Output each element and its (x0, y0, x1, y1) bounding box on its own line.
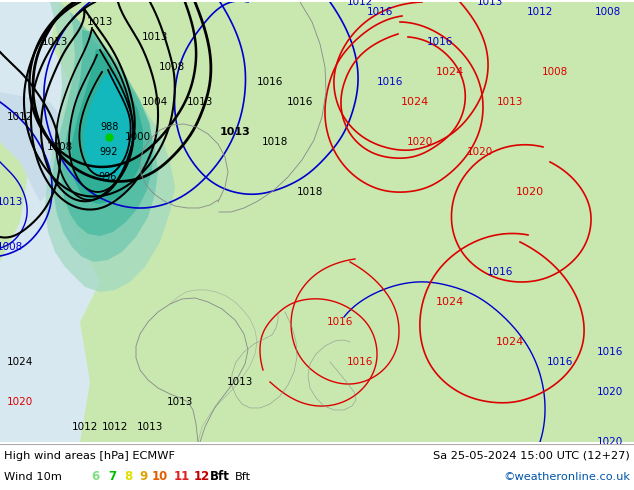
Text: 1012: 1012 (527, 7, 553, 17)
Text: 1008: 1008 (159, 62, 185, 72)
Text: 988: 988 (101, 122, 119, 132)
Text: 996: 996 (99, 172, 117, 182)
Text: 1013: 1013 (477, 0, 503, 7)
Polygon shape (0, 2, 100, 442)
Text: 1020: 1020 (597, 387, 623, 397)
Polygon shape (0, 2, 80, 202)
Text: 1024: 1024 (436, 67, 464, 77)
Text: 12: 12 (194, 470, 210, 484)
Text: ©weatheronline.co.uk: ©weatheronline.co.uk (503, 472, 630, 482)
Text: 1013: 1013 (0, 197, 23, 207)
Text: 1020: 1020 (516, 187, 544, 197)
Polygon shape (45, 2, 175, 292)
Text: 11: 11 (174, 470, 190, 484)
Text: 1012: 1012 (102, 422, 128, 432)
Text: 1004: 1004 (142, 97, 168, 107)
Text: 1024: 1024 (496, 337, 524, 347)
Text: 1012: 1012 (347, 0, 373, 7)
Text: High wind areas [hPa] ECMWF: High wind areas [hPa] ECMWF (4, 451, 175, 461)
Text: 1012: 1012 (7, 112, 33, 122)
Text: 1016: 1016 (547, 357, 573, 367)
Text: Sa 25-05-2024 15:00 UTC (12+27): Sa 25-05-2024 15:00 UTC (12+27) (433, 451, 630, 461)
Text: 1016: 1016 (367, 7, 393, 17)
Text: 8: 8 (124, 470, 132, 484)
Text: Bft: Bft (210, 470, 230, 484)
Text: 1016: 1016 (327, 317, 353, 327)
Text: 1012: 1012 (72, 422, 98, 432)
Text: 1008: 1008 (47, 142, 73, 152)
Text: 1016: 1016 (287, 97, 313, 107)
Text: 1008: 1008 (0, 242, 23, 252)
Text: 9: 9 (140, 470, 148, 484)
Text: 1018: 1018 (297, 187, 323, 197)
Polygon shape (61, 30, 153, 236)
Text: 1016: 1016 (257, 77, 283, 87)
Text: 1013: 1013 (87, 17, 113, 27)
Polygon shape (53, 12, 158, 262)
Text: 1016: 1016 (427, 37, 453, 47)
Text: 1024: 1024 (436, 297, 464, 307)
Text: 1013: 1013 (187, 97, 213, 107)
Text: 6: 6 (91, 470, 99, 484)
Polygon shape (71, 49, 143, 204)
Polygon shape (84, 72, 133, 180)
Text: 1016: 1016 (487, 267, 513, 277)
Text: 1024: 1024 (401, 97, 429, 107)
Text: 1020: 1020 (467, 147, 493, 157)
Text: 1013: 1013 (497, 97, 523, 107)
Text: 1020: 1020 (407, 137, 433, 147)
Text: 1020: 1020 (597, 437, 623, 447)
Text: 1008: 1008 (595, 7, 621, 17)
Text: 10: 10 (152, 470, 168, 484)
Text: 1013: 1013 (142, 32, 168, 42)
Text: 1013: 1013 (42, 37, 68, 47)
Text: 1013: 1013 (167, 397, 193, 407)
Text: 992: 992 (100, 147, 119, 157)
Text: Wind 10m: Wind 10m (4, 472, 62, 482)
Text: 7: 7 (108, 470, 116, 484)
Text: 1016: 1016 (377, 77, 403, 87)
Text: 1008: 1008 (542, 67, 568, 77)
Text: 1018: 1018 (262, 137, 288, 147)
Text: Bft: Bft (235, 472, 251, 482)
Text: 1016: 1016 (347, 357, 373, 367)
Text: 1013: 1013 (219, 127, 250, 137)
Text: 1020: 1020 (7, 397, 33, 407)
Text: 1013: 1013 (137, 422, 163, 432)
Text: 1000: 1000 (125, 132, 151, 142)
Text: 1016: 1016 (597, 347, 623, 357)
Text: 1013: 1013 (227, 377, 253, 387)
Text: 1024: 1024 (7, 357, 33, 367)
